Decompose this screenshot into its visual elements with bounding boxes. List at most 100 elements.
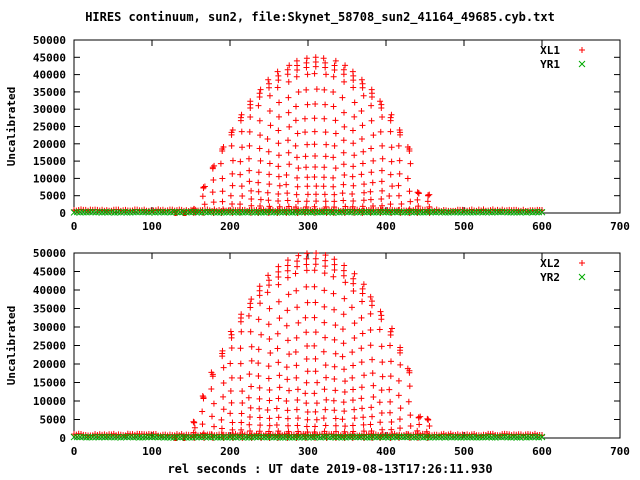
point-XL1 xyxy=(264,135,271,142)
point-XL2 xyxy=(295,252,302,259)
point-XL2 xyxy=(320,415,327,422)
point-XL1 xyxy=(237,117,244,124)
point-XL1 xyxy=(311,203,318,210)
point-XL1 xyxy=(369,202,376,209)
point-YR1 xyxy=(123,209,131,216)
point-XL2 xyxy=(274,345,281,352)
point-YR2 xyxy=(476,433,483,441)
point-XL2 xyxy=(387,409,394,416)
point-XL2 xyxy=(265,375,272,382)
point-YR2 xyxy=(370,433,377,441)
point-XL1 xyxy=(350,163,357,170)
point-XL1 xyxy=(378,178,385,185)
point-YR1 xyxy=(498,208,505,216)
point-XL1 xyxy=(349,203,356,210)
point-XL1 xyxy=(303,198,310,205)
point-XL2 xyxy=(342,279,349,286)
point-XL2 xyxy=(200,395,207,402)
point-XL2 xyxy=(321,319,328,326)
point-YR1 xyxy=(192,208,200,216)
point-YR1 xyxy=(211,208,218,216)
point-XL1 xyxy=(292,117,299,124)
point-XL2 xyxy=(369,356,376,363)
x-tick-label: 400 xyxy=(376,220,396,233)
point-YR1 xyxy=(360,208,368,216)
point-XL2 xyxy=(256,428,263,435)
point-XL1 xyxy=(322,198,329,205)
point-YR1 xyxy=(92,208,100,216)
x-tick-label: 700 xyxy=(610,220,630,233)
point-XL2 xyxy=(228,334,235,341)
point-XL1 xyxy=(358,107,365,114)
x-tick-label: 200 xyxy=(220,445,240,458)
point-YR1 xyxy=(507,208,515,216)
point-YR1 xyxy=(435,208,443,216)
point-XL2 xyxy=(423,428,430,435)
x-tick-label: 600 xyxy=(532,220,552,233)
point-YR1 xyxy=(363,208,371,216)
point-XL1 xyxy=(342,62,349,69)
point-XL1 xyxy=(379,142,386,149)
legend-marker xyxy=(579,47,585,53)
point-XL1 xyxy=(359,203,366,210)
point-XL2 xyxy=(276,315,283,322)
point-XL1 xyxy=(332,130,339,137)
point-XL2 xyxy=(239,388,246,395)
y-axis-label: Uncalibrated xyxy=(5,306,18,385)
point-XL2 xyxy=(341,428,348,435)
point-XL1 xyxy=(358,171,365,178)
point-XL1 xyxy=(407,160,414,167)
point-XL2 xyxy=(339,353,346,360)
point-XL2 xyxy=(247,328,254,335)
point-YR1 xyxy=(423,208,430,216)
point-YR1 xyxy=(270,208,278,216)
point-XL2 xyxy=(285,428,292,435)
point-XL2 xyxy=(238,410,245,417)
point-YR1 xyxy=(76,208,84,216)
point-XL1 xyxy=(330,89,337,96)
y-tick-label: 10000 xyxy=(33,395,66,408)
point-YR2 xyxy=(345,433,352,441)
point-XL1 xyxy=(229,157,236,164)
point-XL1 xyxy=(228,131,235,138)
point-XL1 xyxy=(350,77,357,84)
point-XL2 xyxy=(360,428,367,435)
point-YR1 xyxy=(189,208,196,216)
point-YR1 xyxy=(345,208,352,216)
point-YR1 xyxy=(535,208,543,216)
point-XL2 xyxy=(321,386,328,393)
point-XL1 xyxy=(285,203,292,210)
point-XL2 xyxy=(341,295,348,302)
point-XL1 xyxy=(237,201,244,208)
point-XL1 xyxy=(425,192,432,199)
point-XL2 xyxy=(397,425,404,432)
point-YR1 xyxy=(257,208,265,216)
point-YR2 xyxy=(251,433,259,441)
y-tick-label: 20000 xyxy=(33,138,66,151)
point-YR2 xyxy=(295,433,302,441)
point-XL1 xyxy=(239,193,246,200)
point-XL2 xyxy=(341,389,348,396)
point-XL2 xyxy=(358,359,365,366)
point-XL1 xyxy=(386,193,393,200)
point-XL1 xyxy=(266,171,273,178)
point-XL2 xyxy=(266,282,272,289)
point-XL2 xyxy=(220,406,227,413)
point-XL1 xyxy=(294,198,301,205)
point-XL2 xyxy=(265,272,272,279)
point-YR1 xyxy=(217,209,224,216)
point-YR1 xyxy=(413,208,421,216)
point-XL2 xyxy=(342,423,349,430)
point-XL2 xyxy=(415,414,422,421)
point-XL1 xyxy=(286,123,293,130)
point-YR1 xyxy=(451,208,458,216)
point-YR2 xyxy=(488,433,496,441)
point-XL1 xyxy=(256,93,263,100)
point-XL1 xyxy=(285,78,292,85)
point-YR2 xyxy=(357,433,365,441)
point-XL1 xyxy=(340,109,347,116)
point-YR2 xyxy=(186,434,193,441)
point-XL1 xyxy=(304,191,311,198)
point-XL2 xyxy=(218,416,225,423)
point-XL2 xyxy=(302,390,309,397)
